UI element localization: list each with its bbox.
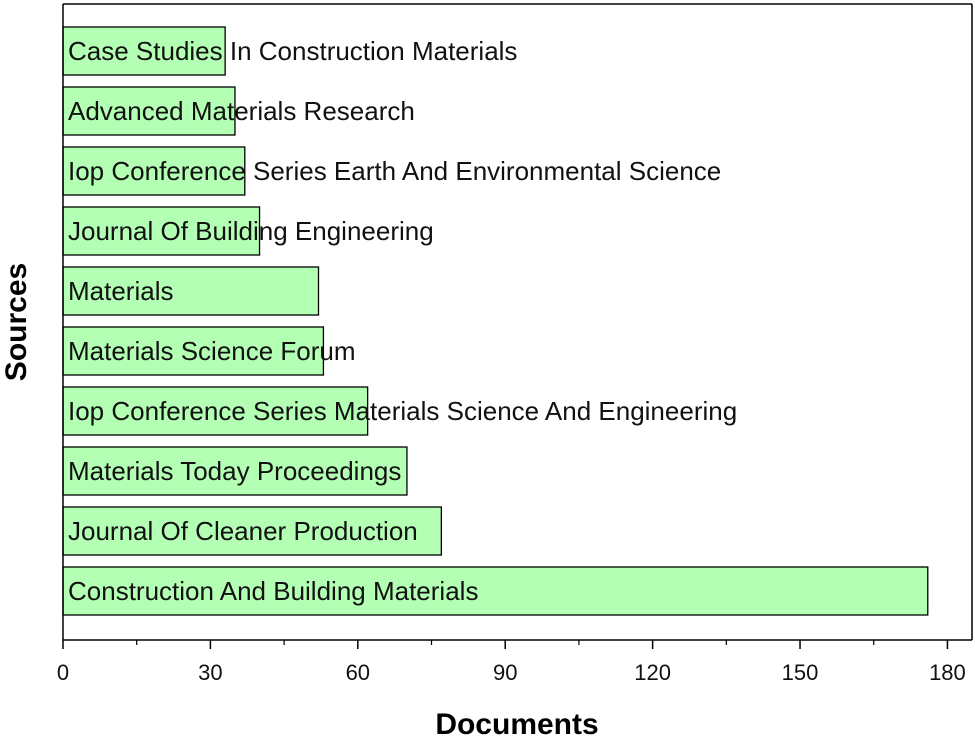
bar — [62, 566, 929, 616]
bar — [62, 86, 236, 136]
bar — [62, 266, 320, 316]
bar-category-label: Materials Today Proceedings — [68, 456, 401, 486]
bar-category-label: Iop Conference Series Earth And Environm… — [68, 156, 721, 186]
bar-category-label: Journal Of Building Engineering — [68, 216, 434, 246]
bar-category-label: Iop Conference Series Materials Science … — [68, 396, 737, 426]
bar-category-label: Journal Of Cleaner Production — [68, 516, 418, 546]
bar-category-label: Construction And Building Materials — [68, 576, 478, 606]
x-tick-label: 180 — [929, 660, 966, 685]
bar — [62, 386, 369, 436]
bar-category-label: Materials Science Forum — [68, 336, 356, 366]
bar-category-label: Case Studies In Construction Materials — [68, 36, 517, 66]
x-tick-label: 120 — [634, 660, 671, 685]
x-tick-label: 90 — [493, 660, 517, 685]
axes-layer — [62, 3, 973, 649]
bars-layer — [62, 26, 929, 616]
y-axis-title: Sources — [0, 263, 33, 381]
labels-layer: Case Studies In Construction Materials Ad… — [57, 36, 966, 685]
bar — [62, 146, 246, 196]
x-tick-label: 60 — [346, 660, 370, 685]
bar-category-label: Materials — [68, 276, 173, 306]
bar — [62, 26, 226, 76]
x-tick-label: 30 — [198, 660, 222, 685]
x-tick-label: 0 — [57, 660, 69, 685]
bar — [62, 206, 261, 256]
x-tick-label: 150 — [782, 660, 819, 685]
bar-category-label: Advanced Materials Research — [68, 96, 415, 126]
x-axis-title: Documents — [435, 708, 598, 738]
